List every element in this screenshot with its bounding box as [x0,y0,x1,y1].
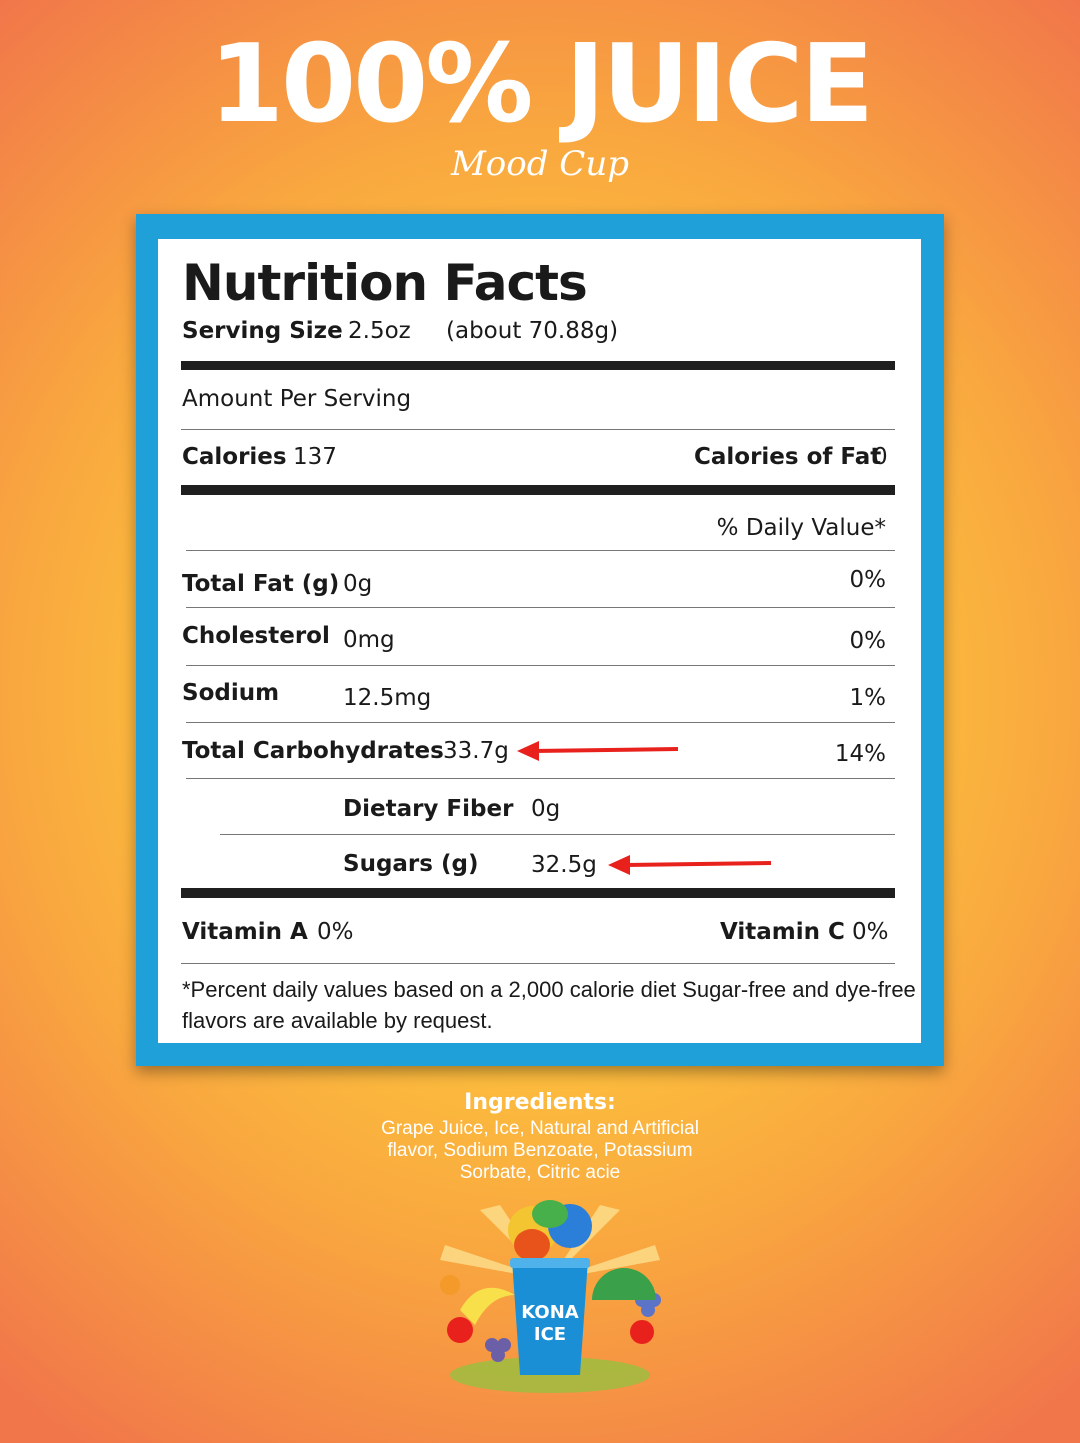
divider-thin [181,963,895,964]
footnote-line-2: flavors are available by request. [182,1008,493,1033]
kona-ice-cup-logo: KONA ICE [440,1200,661,1393]
strawberry-icon [447,1317,473,1343]
divider-thin [181,429,895,430]
vitamin-c-label: Vitamin C [720,919,845,945]
watermelon-icon [592,1268,656,1300]
nutrient-label-total-carbohydrates: Total Carbohydrates [182,738,444,764]
nutrient-amount-total-fat: 0g [343,571,373,597]
daily-value-header: % Daily Value* [716,515,886,541]
nutrient-amount-cholesterol: 0mg [343,627,395,653]
vitamin-c-value: 0% [852,919,889,945]
nutrient-amount-dietary-fiber: 0g [531,796,561,822]
divider-thick [181,888,895,898]
ingredients-heading: Ingredients: [464,1090,616,1115]
red-arrow-carbohydrates [517,741,679,761]
grapes-icon [485,1338,511,1362]
page-subtitle: Mood Cup [450,144,629,184]
nutrient-label-sodium: Sodium [182,680,280,706]
calories-value: 137 [293,444,337,470]
ice-brand-text: ICE [534,1324,566,1345]
kona-brand-text: KONA [521,1302,579,1323]
vitamin-a-value: 0% [317,919,354,945]
nutrient-amount-sodium: 12.5mg [343,685,432,711]
serving-size-label: Serving Size [182,318,343,344]
nutrition-label [158,239,921,1043]
strawberry-icon [630,1320,654,1344]
amount-per-serving: Amount Per Serving [182,386,412,412]
divider-thin [186,778,895,779]
shaved-ice-green [532,1200,568,1228]
nutrient-label-dietary-fiber: Dietary Fiber [343,796,514,822]
footnote-line-1: *Percent daily values based on a 2,000 c… [182,977,916,1002]
ingredients-line-1: Grape Juice, Ice, Natural and Artificial [381,1118,699,1139]
banana-icon [460,1287,515,1325]
nutrient-label-cholesterol: Cholesterol [182,623,330,649]
calories-fat-label: Calories of Fat [694,444,882,470]
divider-thin [186,550,895,551]
cup-rim [510,1258,590,1268]
nutrient-label-sugars: Sugars (g) [343,851,479,877]
calories-fat-value: 0 [873,444,888,470]
red-arrow-sugars [608,855,772,875]
nutrient-label-total-fat: Total Fat (g) [182,571,340,597]
nutrient-percent-total-fat: 0% [849,567,887,593]
orange-icon [440,1275,460,1295]
divider-thin [220,834,895,835]
nutrient-percent-total-carbohydrates: 14% [834,741,886,767]
ingredients-line-2: flavor, Sodium Benzoate, Potassium [387,1140,693,1161]
cup-body [512,1260,588,1375]
nutrient-amount-sugars: 32.5g [531,852,597,878]
nutrition-facts-heading: Nutrition Facts [182,254,588,312]
serving-size-grams: (about 70.88g) [446,318,619,344]
serving-size-value: 2.5oz [348,318,411,344]
calories-label: Calories [182,444,287,470]
divider-thick [181,361,895,370]
divider-thin [186,722,895,723]
divider-thick [181,485,895,495]
ingredients-line-3: Sorbate, Citric acie [459,1162,621,1183]
page-title: 100% JUICE [208,22,874,147]
divider-thin [186,607,895,608]
nutrient-amount-total-carbohydrates: 33.7g [443,738,509,764]
ingredients-text: Grape Juice, Ice, Natural and Artificial… [360,1118,720,1184]
nutrient-percent-cholesterol: 0% [849,628,887,654]
vitamin-a-label: Vitamin A [182,919,308,945]
shaved-ice-red [514,1229,550,1261]
nutrient-percent-sodium: 1% [849,685,887,711]
divider-thin [186,665,895,666]
